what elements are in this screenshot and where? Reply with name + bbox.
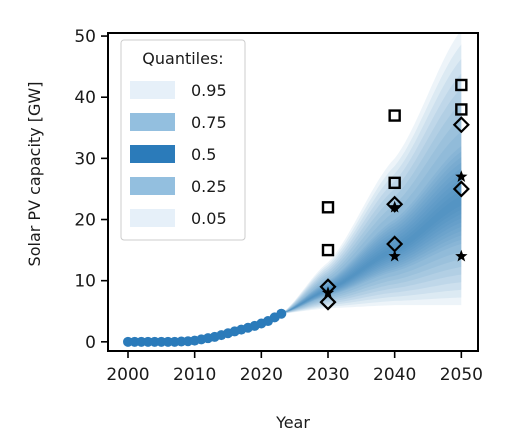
scenario-diamond-marker [452, 180, 470, 198]
fan-band [281, 33, 462, 314]
y-tick-label: 0 [85, 333, 96, 353]
scenario-square-marker [388, 176, 401, 190]
legend-label: 0.25 [191, 177, 227, 196]
scenario-markers [319, 78, 470, 311]
scenario-star-marker [388, 200, 401, 213]
x-tick-label: 2030 [306, 365, 349, 385]
legend-swatch [130, 113, 175, 131]
scenario-square-marker [321, 201, 335, 214]
legend-swatch [130, 81, 175, 99]
legend-swatch [130, 209, 175, 227]
scenario-star-marker [388, 249, 401, 262]
scenario-square-marker [455, 78, 468, 92]
fan-band [281, 131, 462, 314]
fan-band [281, 168, 462, 314]
x-axis-label: Year [275, 413, 310, 432]
x-tick-label: 2010 [173, 365, 216, 385]
fan-band [281, 102, 462, 314]
x-tick-label: 2040 [373, 365, 416, 385]
fan-band [281, 73, 462, 314]
legend-title: Quantiles: [142, 49, 223, 68]
fan-band [281, 146, 462, 314]
y-tick-label: 40 [74, 88, 96, 108]
y-tick-label: 50 [74, 27, 96, 47]
y-axis: 0 10 20 30 40 50 [74, 27, 108, 353]
x-tick-label: 2000 [106, 365, 149, 385]
legend-label: 0.5 [191, 145, 216, 164]
x-axis: 2000 2010 2020 2030 2040 2050 [106, 351, 483, 385]
scenario-star-marker [321, 286, 335, 299]
fan-band [281, 151, 462, 314]
historical-series [123, 308, 287, 347]
scenario-star-marker [455, 249, 468, 262]
scenario-diamond-marker [452, 116, 470, 134]
legend-swatch [130, 177, 175, 195]
legend-items: 0.95 0.75 0.5 0.25 0.05 [130, 81, 227, 228]
fan-band [281, 44, 462, 314]
y-tick-label: 30 [74, 149, 96, 169]
legend-label: 0.95 [191, 81, 227, 100]
x-tick-label: 2020 [240, 365, 283, 385]
scenario-square-marker [321, 243, 335, 257]
fan-band [281, 117, 462, 314]
y-axis-label: Solar PV capacity [GW] [25, 82, 44, 267]
legend-label: 0.75 [191, 113, 227, 132]
fan-band [281, 88, 462, 314]
y-tick-label: 10 [74, 272, 96, 292]
projection-fan [281, 33, 462, 314]
historical-point [276, 308, 287, 319]
legend: Quantiles: 0.95 0.75 0.5 0.25 0.05 [120, 39, 246, 241]
fan-band [281, 162, 462, 314]
scenario-square-marker [388, 109, 401, 122]
plot-frame [107, 32, 479, 352]
scenario-square-marker [455, 103, 468, 116]
legend-swatch [130, 145, 175, 163]
fan-band [281, 157, 462, 314]
legend-label: 0.05 [191, 209, 227, 228]
y-tick-label: 20 [74, 211, 96, 231]
scenario-diamond-marker [319, 293, 337, 311]
fan-band [281, 59, 462, 314]
x-tick-label: 2050 [440, 365, 483, 385]
scenario-star-marker [455, 170, 468, 182]
scenario-diamond-marker [386, 195, 404, 213]
